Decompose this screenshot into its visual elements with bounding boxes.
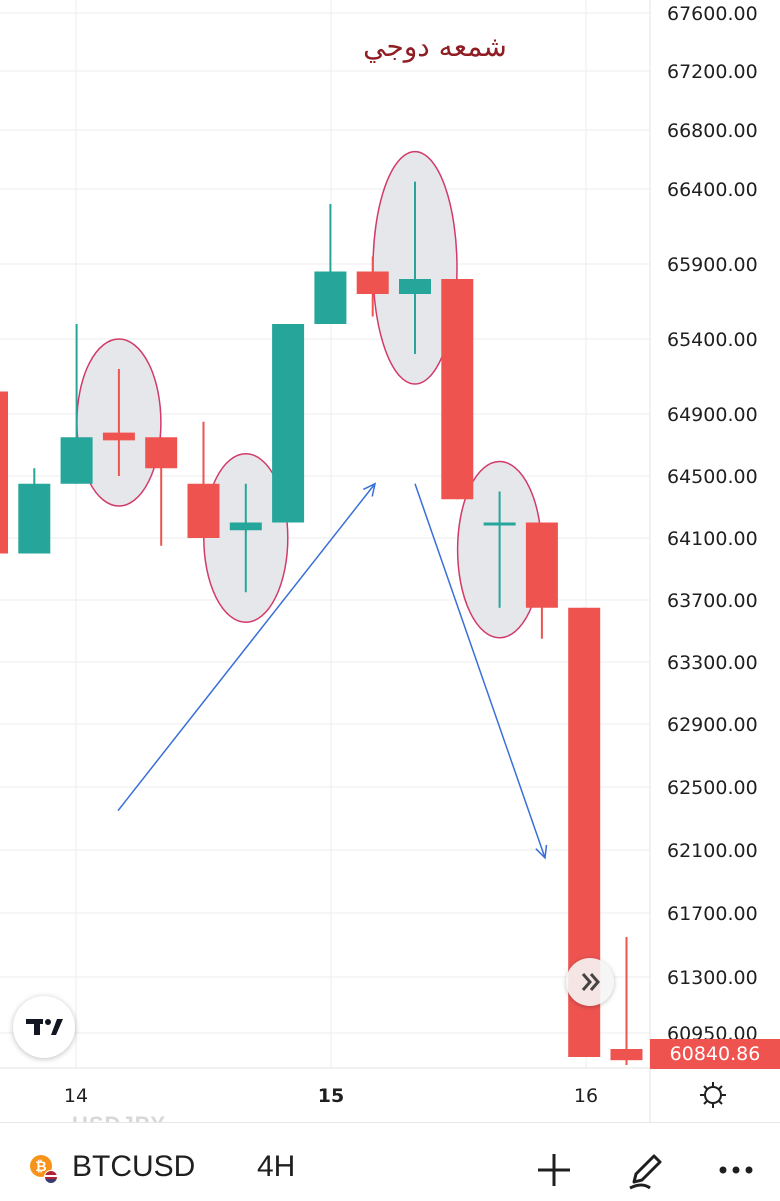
pen-icon[interactable] [624,1148,668,1192]
price-axis[interactable]: 67600.00 67200.00 66800.00 66400.00 65900.00… [667,3,758,1045]
price-tick-label: 67200.00 [667,61,758,83]
candle-body [18,483,51,554]
candles [0,181,643,1065]
candle-body [610,1049,643,1061]
price-tick-label: 63700.00 [667,590,758,612]
more-icon[interactable] [714,1148,758,1192]
symbol-selector[interactable]: BTCUSD [72,1150,196,1183]
candle-body [314,271,347,324]
time-axis[interactable]: 14 15 16 [64,1085,598,1107]
price-tick-label: 64100.00 [667,528,758,550]
candle-body [272,324,305,523]
candle-body [441,279,474,500]
tradingview-logo-icon[interactable] [13,996,75,1058]
plus-icon[interactable] [532,1148,576,1192]
time-tick-label: 14 [64,1085,88,1107]
price-tick-label: 66400.00 [667,179,758,201]
price-tick-label: 65400.00 [667,329,758,351]
trend-arrow-head [535,844,548,860]
candle-body [145,437,178,469]
doji-annotation: شمعه دوجي [363,30,507,63]
trend-arrow [117,483,376,812]
price-tick-label: 61300.00 [667,967,758,989]
last-price-label: 60840.86 [650,1039,780,1069]
price-tick-label: 65900.00 [667,254,758,276]
trend-arrow [414,483,546,859]
price-tick-label: 61700.00 [667,903,758,925]
price-tick-label: 62500.00 [667,777,758,799]
price-tick-label: 67600.00 [667,3,758,25]
time-tick-label: 15 [318,1085,344,1107]
interval-selector[interactable]: 4H [257,1150,296,1183]
trend-arrows [117,482,548,860]
price-tick-label: 63300.00 [667,652,758,674]
price-tick-label: 62900.00 [667,714,758,736]
candle-body [356,271,389,294]
price-tick-label: 64900.00 [667,404,758,426]
candle-body [483,522,516,526]
price-tick-label: 62100.00 [667,840,758,862]
scroll-to-latest-button[interactable] [566,958,614,1006]
candle-body [229,522,262,531]
us-flag-icon [44,1170,58,1184]
candle-body [60,437,93,484]
candle-body [187,483,220,538]
candle-body [525,522,558,608]
candlestick-chart[interactable]: شمعه دوجي 67600.00 67200.00 66800.00 66400.… [0,0,780,1122]
candle-body [399,279,431,294]
candle-body [0,391,8,554]
time-tick-label: 16 [574,1085,598,1107]
candle-body [102,432,135,441]
price-tick-label: 64500.00 [667,466,758,488]
trend-arrow-head [362,482,377,497]
settings-gear-icon[interactable] [700,1082,726,1108]
price-tick-label: 66800.00 [667,120,758,142]
